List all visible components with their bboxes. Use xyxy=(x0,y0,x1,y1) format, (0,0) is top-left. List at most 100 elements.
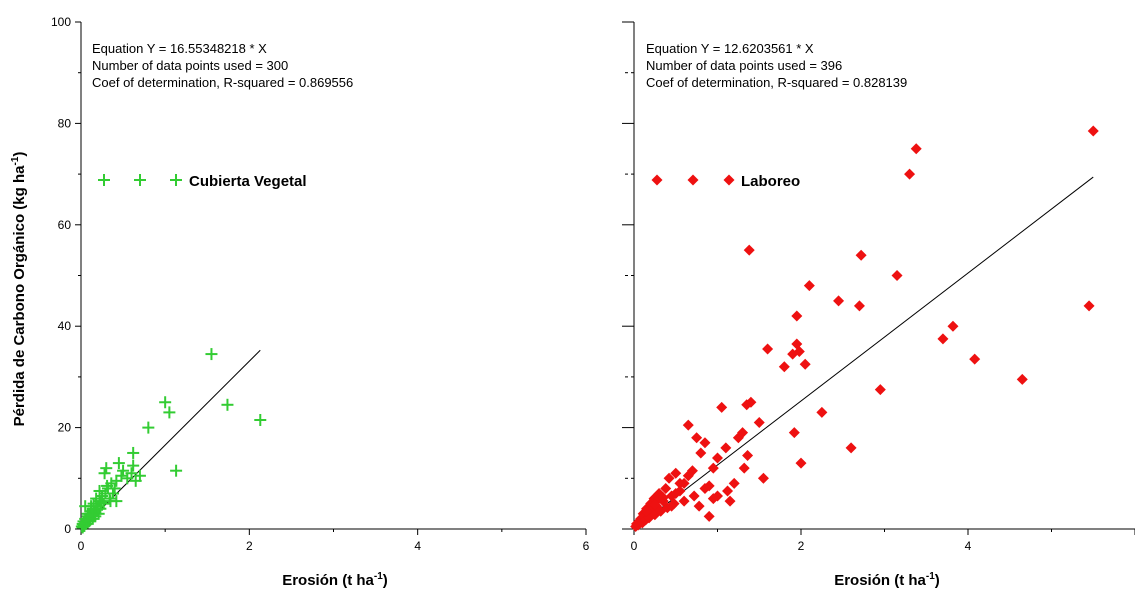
right-data-point xyxy=(1016,373,1028,385)
right-equation-text: Equation Y = 12.6203561 * X Number of da… xyxy=(646,41,907,90)
right-regression-line xyxy=(633,176,1094,530)
right-data-point xyxy=(695,447,707,459)
right-data-point xyxy=(788,427,800,439)
left-y-tick-label: 20 xyxy=(58,421,72,435)
left-data-point xyxy=(104,495,117,508)
right-data-point xyxy=(874,384,886,396)
right-x-title-main: Erosión (t ha xyxy=(834,572,926,589)
left-data-point xyxy=(127,446,140,459)
right-data-point xyxy=(833,295,845,307)
left-data-point xyxy=(93,484,106,497)
left-legend-marker xyxy=(134,174,146,186)
right-data-point xyxy=(803,280,815,292)
right-data-point xyxy=(649,499,661,511)
right-data-point xyxy=(678,495,690,507)
right-data-point xyxy=(795,457,807,469)
left-equation-line-3: Coef of determination, R-squared = 0.869… xyxy=(92,75,353,90)
right-data-point xyxy=(937,333,949,345)
left-y-axis-title: Pérdida de Carbono Orgánico (kg ha-1) xyxy=(10,152,28,427)
left-data-point xyxy=(117,464,130,477)
right-data-point xyxy=(728,477,740,489)
right-data-point xyxy=(778,361,790,373)
left-x-title-sup: -1 xyxy=(374,571,383,582)
right-legend-marker xyxy=(723,174,735,186)
right-data-point xyxy=(707,493,719,505)
left-legend-label: Cubierta Vegetal xyxy=(189,173,307,190)
right-data-point xyxy=(742,449,754,461)
left-data-point xyxy=(101,479,114,492)
left-data-point xyxy=(110,474,123,487)
left-data-point xyxy=(81,507,94,520)
right-data-point xyxy=(762,343,774,355)
left-y-title-end: ) xyxy=(11,152,28,157)
right-data-point xyxy=(682,419,694,431)
right-equation-line-3: Coef of determination, R-squared = 0.828… xyxy=(646,75,907,90)
right-data-point xyxy=(712,452,723,464)
left-regression-line xyxy=(80,349,261,530)
right-data-point xyxy=(738,462,750,474)
right-data-point xyxy=(693,500,705,512)
right-data-point xyxy=(691,432,703,444)
right-y-axis xyxy=(628,21,635,530)
left-data-point xyxy=(95,496,108,509)
right-data-point xyxy=(891,270,903,281)
right-data-point xyxy=(910,143,922,155)
right-data-point xyxy=(757,472,769,484)
left-data-point xyxy=(86,508,99,521)
left-data-points xyxy=(75,348,267,534)
left-x-title-main: Erosión (t ha xyxy=(282,572,374,589)
right-data-point xyxy=(904,168,916,180)
right-data-point xyxy=(720,442,732,454)
right-x-tick-label: 2 xyxy=(798,539,805,553)
left-x-title-end: ) xyxy=(383,572,388,589)
right-data-point xyxy=(737,427,749,439)
right-data-point xyxy=(743,244,755,256)
right-data-point xyxy=(703,480,715,492)
right-data-point xyxy=(793,346,805,358)
right-equation-line-1: Equation Y = 12.6203561 * X xyxy=(646,41,814,56)
left-data-point xyxy=(125,467,138,480)
left-legend-marker xyxy=(170,174,182,186)
left-y-tick-label: 0 xyxy=(64,522,71,536)
right-data-point xyxy=(716,401,728,413)
right-data-point xyxy=(1087,125,1099,137)
right-data-point xyxy=(969,353,981,365)
right-data-point xyxy=(657,492,669,504)
right-x-tick-label: 4 xyxy=(965,539,972,553)
right-data-point xyxy=(791,310,803,322)
left-data-point xyxy=(221,398,234,411)
left-x-tick-label: 2 xyxy=(246,539,253,553)
left-x-tick-label: 4 xyxy=(414,539,421,553)
left-data-point xyxy=(112,457,125,470)
left-data-point xyxy=(163,406,176,419)
left-legend: Cubierta Vegetal xyxy=(98,173,307,190)
left-data-point xyxy=(254,413,267,426)
left-data-point xyxy=(97,497,110,510)
right-data-point xyxy=(853,300,865,312)
left-y-axis: 0 20 40 60 80 100 xyxy=(51,15,628,536)
left-y-tick-label: 40 xyxy=(58,319,72,333)
left-data-point xyxy=(127,459,140,472)
left-equation-line-2: Number of data points used = 300 xyxy=(92,58,288,73)
right-data-point xyxy=(816,406,828,418)
right-legend-label: Laboreo xyxy=(741,173,800,190)
left-x-axis-title: Erosión (t ha-1) xyxy=(282,571,388,589)
left-panel: 0 20 40 60 80 100 0 2 4 6 Equation Y = 16.553482… xyxy=(10,15,628,589)
left-data-point xyxy=(100,462,113,475)
right-data-point xyxy=(845,442,857,454)
left-data-point xyxy=(92,507,105,520)
right-x-axis: 0 2 4 xyxy=(631,528,1135,553)
left-data-point xyxy=(205,348,218,361)
right-data-point xyxy=(670,467,682,479)
right-data-point xyxy=(799,358,811,370)
right-legend: Laboreo xyxy=(651,173,800,190)
left-x-tick-label: 0 xyxy=(78,539,85,553)
left-fit-line xyxy=(80,349,261,530)
left-y-title-sup: -1 xyxy=(10,156,21,165)
right-data-point xyxy=(707,462,719,474)
right-legend-marker xyxy=(687,174,699,186)
right-data-point xyxy=(745,396,757,408)
left-x-axis: 0 2 4 6 xyxy=(78,528,590,553)
left-data-point xyxy=(106,487,119,500)
